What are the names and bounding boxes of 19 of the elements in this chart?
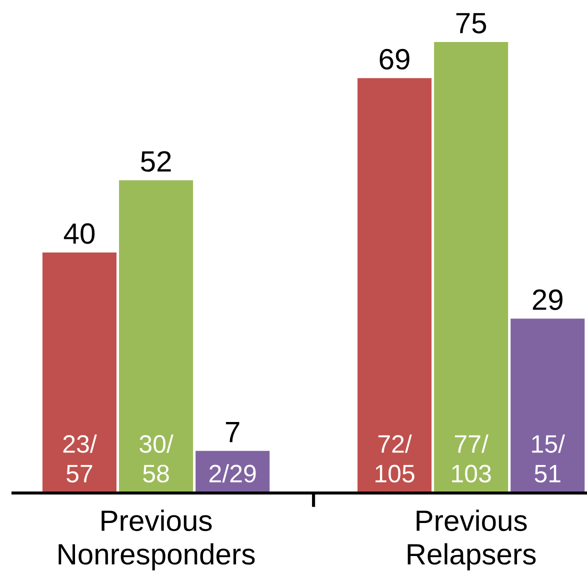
- data-label: 40: [64, 223, 95, 244]
- x-tick-label: Previous Nonresponders: [58, 510, 255, 570]
- data-label: 52: [140, 151, 171, 172]
- annotation: 30/ 58: [140, 434, 174, 483]
- annotation: 72/ 105: [376, 434, 414, 483]
- bar: [510, 318, 585, 493]
- annotation: 23/ 57: [63, 434, 97, 483]
- data-label: 29: [532, 289, 562, 310]
- data-label: 69: [380, 48, 410, 70]
- bar: [119, 180, 194, 493]
- bar: [42, 252, 116, 493]
- bar: [357, 78, 432, 493]
- annotation: 77/ 103: [452, 434, 491, 483]
- data-label: 75: [456, 13, 486, 34]
- annotation: 2/29: [210, 464, 256, 483]
- data-label: 7: [226, 422, 240, 442]
- annotation: 15/ 51: [532, 434, 565, 483]
- bar: [434, 42, 508, 493]
- x-tick-label: Previous Relapsers: [408, 510, 536, 570]
